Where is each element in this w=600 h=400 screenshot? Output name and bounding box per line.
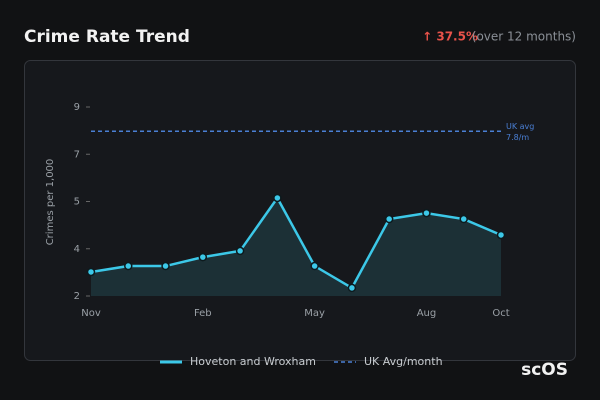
change: ↑ 37.5%: [422, 30, 478, 44]
chart-title: Crime Rate Trend: [24, 27, 190, 47]
y-tick-label: 4: [74, 244, 80, 255]
reference-annotation: 7.8/m: [506, 133, 529, 142]
point: [124, 261, 133, 271]
point: [86, 267, 96, 277]
point: [496, 230, 506, 240]
change-note: (over 12 months): [472, 30, 576, 44]
legend-label: Hoveton and Wroxham: [190, 355, 316, 368]
point: [273, 193, 282, 203]
y-tick-label: 9: [74, 102, 80, 113]
y-tick-label: 7: [74, 149, 80, 160]
area: [91, 197, 501, 296]
point: [347, 283, 357, 293]
x-tick-label: Feb: [194, 308, 212, 319]
point: [235, 246, 245, 256]
x-tick-label: Oct: [492, 308, 509, 319]
x-tick-label: May: [304, 308, 325, 319]
point: [198, 252, 208, 262]
line: [90, 195, 502, 290]
point: [161, 261, 170, 271]
legend-label: UK Avg/month: [364, 355, 443, 368]
point: [310, 261, 319, 271]
y-tick-label: 2: [74, 291, 80, 302]
reference-annotation: UK avg: [506, 122, 534, 131]
y-tick-label: 5: [74, 197, 80, 208]
point: [459, 214, 468, 224]
point: [384, 214, 394, 224]
x-tick-label: Aug: [417, 308, 437, 319]
x-tick-label: Nov: [81, 308, 101, 319]
point: [422, 208, 431, 218]
y-axis-label: Crimes per 1,000: [45, 159, 56, 246]
watermark: scOS: [521, 360, 568, 380]
